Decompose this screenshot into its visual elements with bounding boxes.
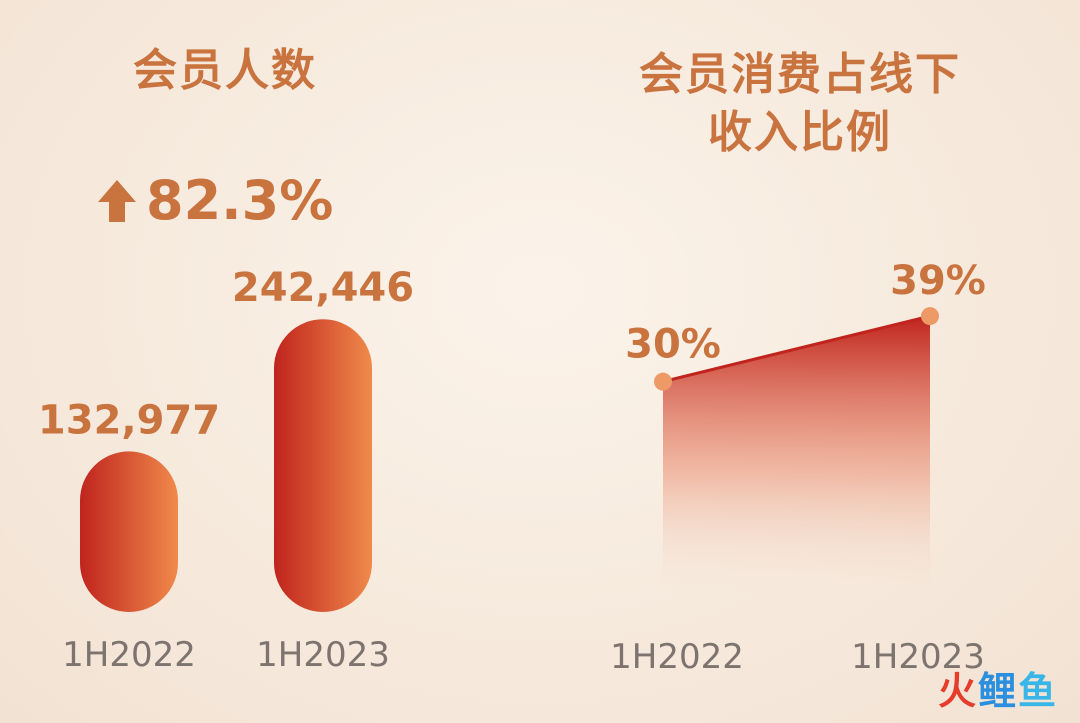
area-fill bbox=[663, 316, 930, 600]
point-1h2022 bbox=[654, 372, 672, 391]
point-value-label-1h2022: 30% bbox=[625, 322, 721, 368]
watermark-char-2: 鲤 bbox=[977, 669, 1018, 713]
bar-value-label-1h2022: 132,977 bbox=[38, 397, 220, 443]
offline-ratio-area-chart: 30% 1H2022 39% 1H2023 bbox=[610, 258, 986, 677]
member-count-panel: 会员人数 82.3% 132,977 1H2022 242,446 1H2023 bbox=[38, 45, 414, 675]
up-arrow-icon bbox=[98, 180, 136, 222]
bar-value-label-1h2023: 242,446 bbox=[232, 265, 414, 311]
member-count-title: 会员人数 bbox=[133, 45, 317, 96]
offline-ratio-title: 会员消费占线下 收入比例 bbox=[540, 46, 1060, 162]
bar-1h2023 bbox=[274, 319, 372, 612]
bar-category-label-1h2022: 1H2022 bbox=[62, 635, 196, 675]
offline-ratio-title-line-2: 收入比例 bbox=[708, 107, 892, 158]
watermark-logo: 火 鲤 鱼 bbox=[938, 660, 1058, 715]
watermark-char-3: 鱼 bbox=[1017, 669, 1058, 713]
area-category-label-1h2023: 1H2023 bbox=[851, 637, 985, 677]
offline-ratio-title-line-1: 会员消费占线下 bbox=[639, 49, 961, 100]
growth-value: 82.3% bbox=[146, 169, 334, 232]
point-value-label-1h2023: 39% bbox=[890, 258, 986, 304]
bar-category-label-1h2023: 1H2023 bbox=[256, 635, 390, 675]
watermark-char-1: 火 bbox=[937, 669, 978, 713]
bar-1h2022 bbox=[80, 451, 178, 612]
growth-indicator: 82.3% bbox=[96, 170, 333, 232]
offline-ratio-panel: 会员消费占线下 收入比例 30% 1H2022 39% 1H2023 bbox=[540, 0, 1080, 723]
member-count-bar-chart: 132,977 1H2022 242,446 1H2023 bbox=[38, 265, 414, 675]
area-top-line bbox=[662, 314, 931, 384]
area-category-label-1h2022: 1H2022 bbox=[610, 637, 744, 677]
point-1h2023 bbox=[921, 307, 939, 326]
